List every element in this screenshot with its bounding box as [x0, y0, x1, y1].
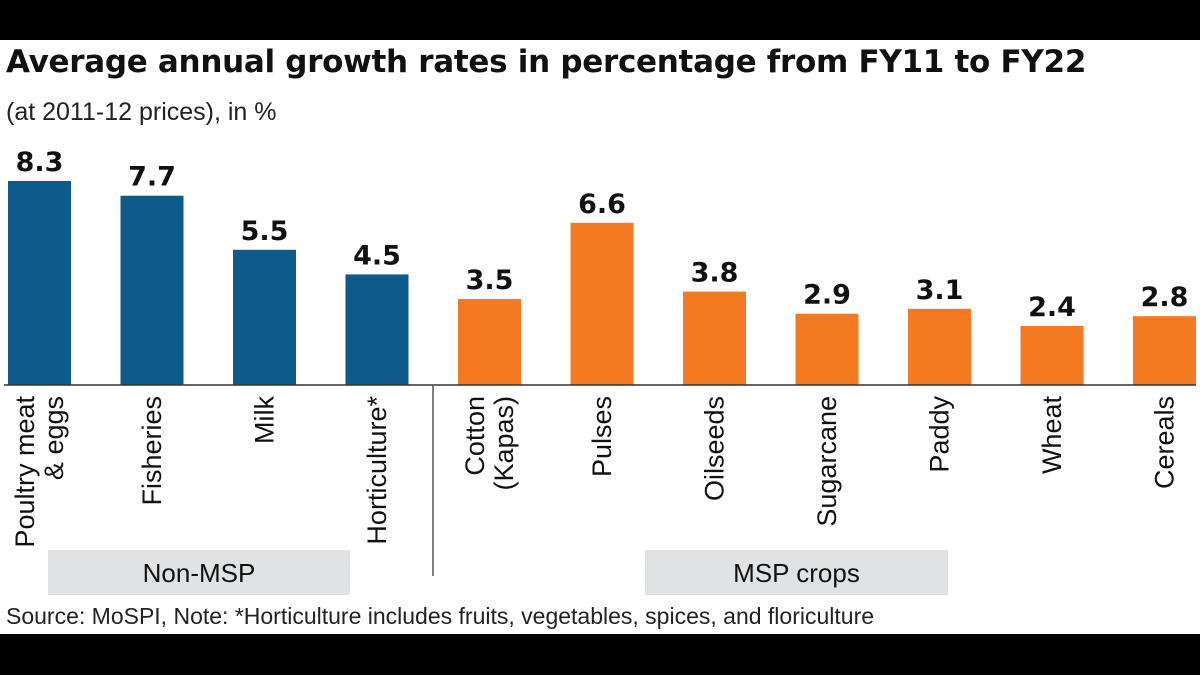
- category-label: Paddy: [925, 396, 955, 473]
- bar: [8, 181, 71, 385]
- bar: [233, 249, 296, 385]
- value-label: 8.3: [16, 147, 64, 178]
- value-label: 3.5: [466, 265, 514, 296]
- value-label: 7.7: [128, 162, 176, 193]
- group-label: MSP crops: [733, 558, 860, 588]
- category-label: Cotton: [460, 396, 490, 476]
- bar: [683, 291, 746, 385]
- source-note: Source: MoSPI, Note: *Horticulture inclu…: [6, 603, 875, 629]
- value-label: 3.1: [916, 275, 964, 306]
- category-label: Horticulture*: [362, 396, 392, 545]
- chart-subtitle: (at 2011-12 prices), in %: [6, 98, 277, 126]
- category-label: Wheat: [1037, 396, 1067, 475]
- category-label: & eggs: [39, 396, 69, 480]
- group-label-box: [645, 550, 948, 595]
- bar: [795, 313, 859, 385]
- bar: [345, 274, 409, 385]
- chart-title: Average annual growth rates in percentag…: [6, 44, 1087, 80]
- bar: [570, 222, 634, 385]
- category-label: Milk: [250, 396, 280, 444]
- value-label: 2.9: [803, 280, 851, 311]
- category-label: (Kapas): [489, 396, 519, 491]
- value-label: 2.4: [1028, 292, 1076, 323]
- bar: [458, 298, 521, 385]
- category-label: Pulses: [587, 396, 617, 477]
- bar: [120, 195, 184, 385]
- category-label: Oilseeds: [700, 396, 730, 501]
- value-label: 3.8: [691, 258, 739, 289]
- value-label: 2.8: [1141, 282, 1189, 313]
- bar: [1133, 316, 1196, 385]
- group-label-box: [48, 550, 350, 595]
- group-label: Non-MSP: [143, 558, 256, 588]
- category-label: Sugarcane: [812, 396, 842, 527]
- category-label: Poultry meat: [10, 396, 40, 548]
- category-label: Cereals: [1150, 396, 1180, 489]
- category-label: Fisheries: [137, 396, 167, 506]
- value-label: 4.5: [353, 240, 401, 271]
- value-label: 5.5: [241, 216, 289, 247]
- value-label: 6.6: [578, 189, 626, 220]
- bar: [1020, 326, 1084, 385]
- bar: [908, 308, 971, 385]
